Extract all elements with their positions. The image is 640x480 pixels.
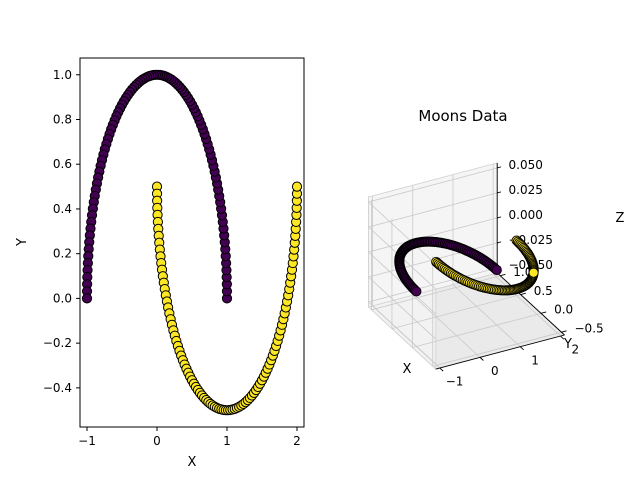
y-tick-label: −0.2	[43, 336, 72, 350]
x-tick-label-3d: −1	[446, 375, 464, 389]
y-tick-mark-3d	[561, 330, 567, 333]
z-axis-label-3d: Z	[616, 211, 625, 226]
grid-line	[492, 273, 561, 337]
y-tick-label-3d: 0.5	[534, 284, 553, 298]
x-tick-label-3d: 2	[571, 343, 579, 357]
data-point-3d	[528, 267, 539, 278]
grid-line	[412, 312, 542, 348]
y-tick-label: 0.0	[53, 291, 72, 305]
z-tick-mark-3d	[497, 166, 502, 169]
x-tick-mark-3d	[560, 335, 565, 340]
y-axis-label-2d: Y	[15, 238, 30, 247]
points-3d	[394, 235, 539, 297]
y-tick-label: 0.4	[53, 202, 72, 216]
y-tick-mark-3d	[500, 273, 506, 277]
z-tick-label-3d: 0.050	[509, 158, 543, 172]
x-tick-label: −1	[78, 434, 96, 448]
moons-2d-chart: −1 0 1 2 −0.4 −0.2 0.0 0.2 0.4 0.6 0.8 1.0 X Y	[15, 57, 305, 470]
y-axis-line-3d	[496, 272, 565, 336]
y-tick-label-3d: 1.0	[513, 265, 532, 279]
y-tick-label-3d: −0.5	[575, 321, 604, 335]
x-tick-label: 2	[293, 434, 301, 448]
y-ticks-2d: −0.4 −0.2 0.0 0.2 0.4 0.6 0.8 1.0	[43, 68, 80, 395]
grid-line	[412, 294, 481, 358]
y-tick-label-3d: 0.0	[554, 303, 573, 317]
z-tick-label-3d: 0.025	[509, 183, 543, 197]
x-tick-mark-3d	[479, 357, 484, 361]
y-tick-label: 0.8	[53, 113, 72, 127]
data-point-3d	[491, 265, 502, 276]
x-tick-mark-3d	[439, 367, 444, 372]
y-axis-label-3d: Y	[563, 337, 572, 352]
grid-line	[432, 331, 562, 367]
grid-line	[452, 284, 521, 348]
grid-line	[368, 251, 437, 315]
moons-3d-chart: Moons Data −1012−0.50.00.51.0−0.050−0.02…	[367, 107, 625, 389]
y-tick-mark-3d	[540, 311, 547, 314]
data-point	[291, 181, 303, 192]
x-tick-label: 0	[153, 434, 161, 448]
x-axis-label-3d: X	[403, 362, 412, 377]
y-tick-label: 1.0	[53, 68, 72, 82]
y-tick-label: −0.4	[43, 381, 72, 395]
grid-line	[368, 201, 437, 265]
x-tick-mark-3d	[519, 346, 524, 351]
y-tick-label: 0.2	[53, 247, 72, 261]
y-tick-mark-3d	[520, 292, 526, 295]
data-point-3d	[411, 286, 422, 297]
grid-line	[368, 167, 498, 203]
points-2d	[81, 69, 303, 416]
grid-line	[391, 294, 521, 330]
axes-frame-2d	[79, 57, 305, 428]
x-tick-label-3d: 1	[531, 353, 539, 367]
x-tick-label-3d: 0	[491, 364, 499, 378]
z-tick-mark-3d	[497, 241, 502, 244]
grid-line	[368, 301, 437, 365]
data-point	[81, 293, 93, 304]
x-axis-label-2d: X	[188, 455, 197, 470]
chart-title-3d: Moons Data	[418, 107, 507, 125]
z-tick-mark-3d	[497, 216, 502, 219]
x-ticks-2d: −1 0 1 2	[78, 427, 301, 448]
y-tick-label: 0.6	[53, 157, 72, 171]
z-tick-mark-3d	[497, 191, 502, 194]
grid-line	[368, 276, 437, 340]
z-tick-label-3d: 0.000	[509, 208, 543, 222]
x-axis-line-3d	[435, 334, 565, 370]
x-tick-label: 1	[223, 434, 231, 448]
